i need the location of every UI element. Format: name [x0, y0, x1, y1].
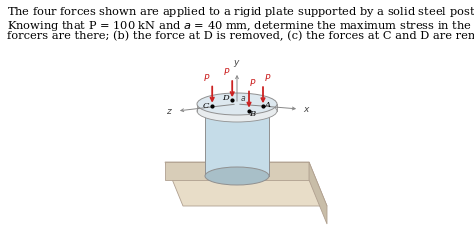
Text: D: D — [222, 94, 228, 102]
Text: $a$: $a$ — [240, 94, 246, 103]
Text: $P$: $P$ — [249, 77, 257, 88]
Ellipse shape — [197, 100, 277, 122]
Text: $z$: $z$ — [166, 107, 173, 115]
Ellipse shape — [197, 93, 277, 115]
Text: The four forces shown are applied to a rigid plate supported by a solid steel po: The four forces shown are applied to a r… — [7, 5, 474, 19]
Polygon shape — [197, 104, 277, 111]
Polygon shape — [165, 162, 309, 180]
Polygon shape — [205, 111, 269, 176]
Text: forcers are there; (b) the force at D is removed, (c) the forces at C and D are : forcers are there; (b) the force at D is… — [7, 31, 474, 41]
Text: B: B — [249, 110, 255, 118]
Text: A: A — [265, 101, 271, 109]
Polygon shape — [165, 162, 327, 206]
Text: $P$: $P$ — [224, 66, 231, 77]
Polygon shape — [309, 162, 327, 224]
Text: $P$: $P$ — [264, 72, 272, 83]
Ellipse shape — [205, 167, 269, 185]
Text: Knowing that P = 100 kN and $a$ = 40 mm, determine the maximum stress in the pos: Knowing that P = 100 kN and $a$ = 40 mm,… — [7, 18, 474, 33]
Text: $y$: $y$ — [233, 58, 241, 69]
Text: C: C — [203, 102, 210, 110]
Text: $x$: $x$ — [303, 104, 310, 114]
Text: $P$: $P$ — [203, 72, 211, 83]
Ellipse shape — [205, 102, 269, 120]
